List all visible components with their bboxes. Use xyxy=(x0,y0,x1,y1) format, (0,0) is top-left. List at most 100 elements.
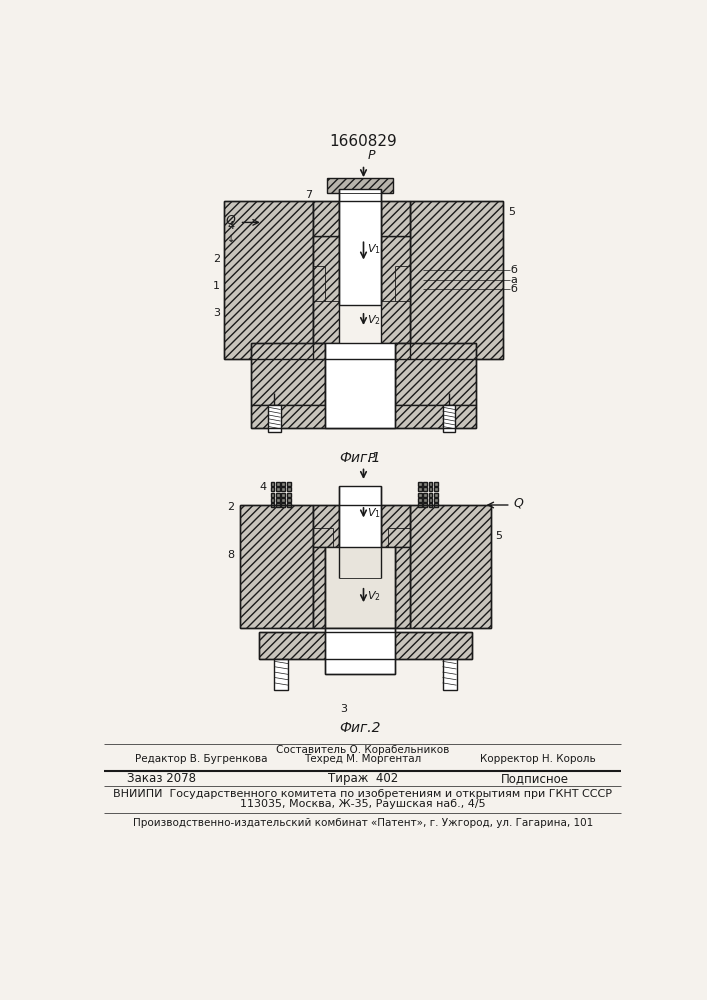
Text: 4: 4 xyxy=(227,221,234,231)
Bar xyxy=(428,482,433,486)
Text: 7: 7 xyxy=(305,190,312,200)
Bar xyxy=(271,503,274,507)
Text: Q: Q xyxy=(226,214,235,227)
Bar xyxy=(428,503,433,507)
Text: $V_1$: $V_1$ xyxy=(368,242,381,256)
Bar xyxy=(428,498,433,502)
Text: Корректор Н. Король: Корректор Н. Король xyxy=(480,754,596,764)
Bar xyxy=(251,405,476,428)
Bar xyxy=(271,487,274,491)
Bar xyxy=(274,659,288,690)
Bar xyxy=(434,503,438,507)
Bar xyxy=(224,201,313,359)
Bar xyxy=(423,482,427,486)
Bar xyxy=(276,498,280,502)
Bar xyxy=(428,493,433,497)
Text: 2: 2 xyxy=(213,254,220,264)
Text: 3: 3 xyxy=(213,308,220,318)
Bar xyxy=(287,498,291,502)
Bar xyxy=(281,493,285,497)
Text: б: б xyxy=(510,265,518,275)
Bar xyxy=(313,235,339,343)
Bar xyxy=(313,201,339,235)
Text: Q: Q xyxy=(513,497,523,510)
Bar xyxy=(259,632,472,659)
Bar xyxy=(325,547,395,628)
Bar xyxy=(281,503,285,507)
Text: Тираж  402: Тираж 402 xyxy=(327,772,398,785)
Bar xyxy=(443,659,457,690)
Bar xyxy=(339,486,381,578)
Bar xyxy=(423,503,427,507)
Bar xyxy=(276,487,280,491)
Text: $V_1$: $V_1$ xyxy=(368,506,381,520)
Text: 2: 2 xyxy=(227,502,234,512)
Bar xyxy=(271,493,274,497)
Bar xyxy=(287,482,291,486)
Bar xyxy=(287,487,291,491)
Bar xyxy=(276,493,280,497)
Bar xyxy=(271,482,274,486)
Text: б: б xyxy=(510,284,518,294)
Text: 8: 8 xyxy=(227,550,234,560)
Bar xyxy=(443,405,455,432)
Text: 113035, Москва, Ж-35, Раушская наб., 4/5: 113035, Москва, Ж-35, Раушская наб., 4/5 xyxy=(240,799,486,809)
Text: P: P xyxy=(368,452,375,465)
Text: 1660829: 1660829 xyxy=(329,134,397,149)
Text: ↓: ↓ xyxy=(227,234,235,244)
Bar xyxy=(271,498,274,502)
Bar xyxy=(410,505,491,628)
Text: Редактор В. Бугренкова: Редактор В. Бугренкова xyxy=(135,754,267,764)
Bar xyxy=(325,628,395,674)
Bar xyxy=(381,235,410,343)
Bar xyxy=(313,547,325,628)
Text: а: а xyxy=(510,275,518,285)
Bar xyxy=(428,487,433,491)
Text: 5: 5 xyxy=(508,207,515,217)
Text: 1: 1 xyxy=(213,281,220,291)
Text: Заказ 2078: Заказ 2078 xyxy=(127,772,196,785)
Bar xyxy=(281,487,285,491)
Bar xyxy=(287,503,291,507)
Bar xyxy=(287,493,291,497)
Text: $V_2$: $V_2$ xyxy=(368,589,381,603)
Bar xyxy=(418,482,421,486)
Text: ВНИИПИ  Государственного комитета по изобретениям и открытиям при ГКНТ СССР: ВНИИПИ Государственного комитета по изоб… xyxy=(113,789,612,799)
Bar xyxy=(281,482,285,486)
Text: 5: 5 xyxy=(495,531,502,541)
Text: Техред М. Моргентал: Техред М. Моргентал xyxy=(304,754,421,764)
Bar xyxy=(395,547,410,628)
Text: Подписное: Подписное xyxy=(501,772,569,785)
Bar xyxy=(381,201,410,235)
Bar xyxy=(281,498,285,502)
Text: $V_2$: $V_2$ xyxy=(368,313,381,327)
Bar xyxy=(423,498,427,502)
Bar xyxy=(418,487,421,491)
Text: P: P xyxy=(368,149,375,162)
Bar xyxy=(276,503,280,507)
Bar xyxy=(325,343,395,428)
Bar xyxy=(434,487,438,491)
Bar xyxy=(251,343,325,405)
Bar xyxy=(339,189,381,305)
Text: 4: 4 xyxy=(259,482,267,492)
Text: Фиг.1: Фиг.1 xyxy=(339,451,380,465)
Bar xyxy=(410,201,503,359)
Text: 3: 3 xyxy=(341,704,348,714)
Bar xyxy=(395,343,476,405)
Bar xyxy=(418,498,421,502)
Bar xyxy=(268,405,281,432)
Text: Фиг.2: Фиг.2 xyxy=(339,721,380,735)
Bar xyxy=(381,505,410,547)
Bar xyxy=(313,505,339,547)
Bar xyxy=(434,482,438,486)
Bar xyxy=(240,505,313,628)
Bar xyxy=(423,493,427,497)
Bar xyxy=(418,493,421,497)
Bar xyxy=(418,503,421,507)
Text: Составитель О. Корабельников: Составитель О. Корабельников xyxy=(276,745,450,755)
Bar xyxy=(434,493,438,497)
Bar xyxy=(423,487,427,491)
Bar xyxy=(434,498,438,502)
Bar xyxy=(327,178,393,193)
